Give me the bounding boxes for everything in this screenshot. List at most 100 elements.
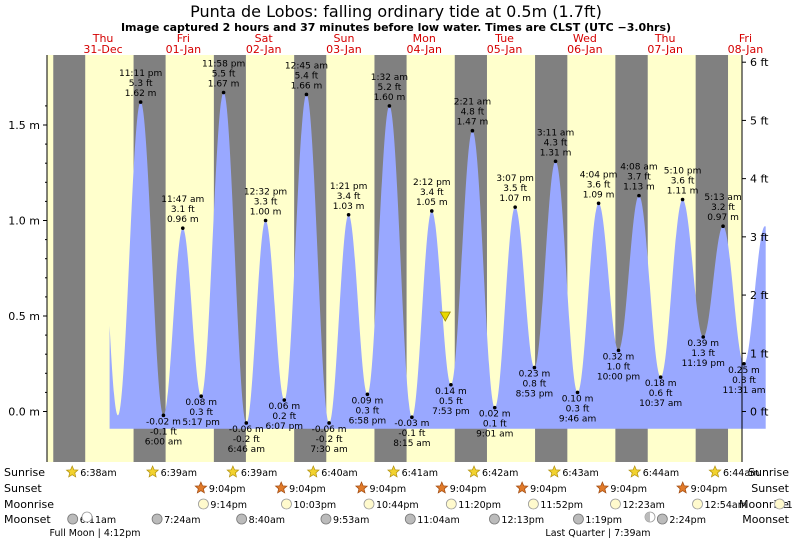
- right-tick-label: 2 ft: [750, 289, 769, 302]
- tide-area: [109, 92, 766, 429]
- moonrise-time: 12:23am: [622, 500, 664, 511]
- tide-extreme-dot: [410, 415, 414, 420]
- moonrise-icon: [281, 498, 292, 510]
- moon-phase-label: Last Quarter | 7:39am: [545, 528, 650, 538]
- moonset-icon: [236, 513, 248, 525]
- tide-extreme-label: 3.6 ft: [587, 180, 611, 190]
- tide-extreme-label: 8:53 pm: [516, 390, 554, 400]
- moonrise-time: 9:14pm: [210, 500, 247, 511]
- tide-extreme-label: 1.00 m: [250, 208, 282, 218]
- tide-extreme-dot: [596, 201, 601, 206]
- moon-phase-label: Full Moon | 4:12pm: [50, 528, 141, 538]
- tide-extreme-label: 1:32 am: [371, 73, 408, 83]
- tide-extreme-dot: [138, 100, 143, 104]
- sun-icon: [467, 465, 481, 478]
- tide-extreme-dot: [492, 405, 497, 410]
- tide-extreme-label: -0.2 ft: [316, 435, 343, 445]
- sunrise-time: 6:44am: [643, 468, 679, 479]
- tide-extreme-label: 11:11 pm: [119, 69, 162, 79]
- tide-extreme-dot: [742, 361, 746, 366]
- tide-extreme-label: 1.66 m: [291, 81, 323, 91]
- tide-extreme-label: 0.3 ft: [356, 406, 380, 416]
- sun-icon: [194, 481, 208, 494]
- sun-icon: [146, 465, 160, 478]
- daylight-band: [47, 55, 54, 462]
- right-tick-label: 6 ft: [750, 56, 769, 69]
- tide-extreme-label: 6:07 pm: [266, 422, 304, 432]
- tide-extreme-label: 10:00 pm: [597, 372, 640, 382]
- tide-extreme-label: 0.5 ft: [439, 397, 463, 407]
- sun-icon: [708, 465, 722, 478]
- tide-extreme-label: 5.4 ft: [295, 71, 319, 81]
- day-name-label: Sun: [333, 32, 354, 45]
- tide-extreme-label: 0.3 ft: [566, 404, 590, 414]
- tide-extreme-label: 1.07 m: [499, 194, 531, 204]
- tide-extreme-label: 2:12 pm: [413, 178, 451, 188]
- moonset-time: 12:13pm: [501, 515, 544, 526]
- tide-extreme-label: 11:31 am: [722, 386, 765, 396]
- tide-extreme-label: 1.11 m: [667, 186, 699, 196]
- tide-extreme-dot: [616, 348, 621, 353]
- tide-extreme-dot: [680, 197, 685, 202]
- tide-extreme-dot: [553, 159, 558, 164]
- tide-extreme-dot: [449, 382, 453, 387]
- day-date-label: 05-Jan: [487, 43, 523, 56]
- sunrise-time: 6:39am: [161, 468, 197, 479]
- tide-extreme-label: -0.03 m: [394, 419, 429, 429]
- left-tick-label: 0.5 m: [8, 310, 40, 323]
- row-label-left: Moonset: [4, 513, 51, 526]
- tide-extreme-label: 0.32 m: [603, 352, 635, 362]
- tide-extreme-label: -0.2 ft: [233, 435, 260, 445]
- tide-extreme-label: 0.02 m: [479, 410, 511, 420]
- sun-icon: [226, 465, 240, 478]
- tide-extreme-label: -0.1 ft: [398, 429, 425, 439]
- tide-extreme-label: -0.02 m: [146, 417, 181, 427]
- tide-extreme-label: 1.62 m: [125, 89, 157, 99]
- tide-extreme-label: 3.2 ft: [711, 203, 735, 213]
- tide-extreme-label: 1.13 m: [623, 183, 655, 193]
- tide-extreme-dot: [282, 398, 287, 402]
- tide-extreme-label: 4:08 am: [620, 163, 657, 173]
- day-name-label: Fri: [177, 32, 190, 45]
- moonrise-time: 11:20pm: [458, 500, 501, 511]
- tide-extreme-label: 4.3 ft: [544, 138, 568, 148]
- day-labels: Thu31-DecFri01-JanSat02-JanSun03-JanMon0…: [83, 32, 763, 56]
- left-tick-label: 1.5 m: [8, 119, 40, 132]
- day-date-label: 31-Dec: [83, 43, 122, 56]
- right-tick-label: 3 ft: [750, 231, 769, 244]
- moonrise-time: 1:27am: [787, 500, 793, 511]
- tide-extreme-dot: [721, 224, 725, 229]
- moonset-time: 2:24pm: [669, 515, 706, 526]
- sunset-time: 9:04pm: [369, 484, 406, 495]
- tide-extreme-label: -0.1 ft: [150, 427, 177, 437]
- tide-extreme-dot: [513, 205, 517, 209]
- tide-extreme-dot: [327, 421, 331, 425]
- tide-extreme-label: 3.7 ft: [627, 173, 651, 183]
- tide-extreme-label: 1.0 ft: [607, 362, 631, 372]
- tide-extreme-dot: [304, 92, 309, 97]
- moonrise-time: 11:52pm: [540, 500, 583, 511]
- tide-extreme-label: 3.4 ft: [420, 188, 444, 198]
- tide-extreme-label: 3:07 pm: [496, 174, 534, 184]
- tide-extreme-label: 0.09 m: [352, 396, 384, 406]
- axes: 0.0 m 0.5 m 1.0 m 1.5 m 0 ft 1 ft 2 ft 3 ft 4 ft…: [8, 55, 769, 462]
- tide-extreme-dot: [244, 421, 249, 425]
- tide-extreme-label: 0.06 m: [268, 402, 300, 412]
- moonrise-icon: [198, 498, 209, 510]
- tide-extreme-label: 6:46 am: [228, 445, 265, 455]
- tide-extreme-label: 3.1 ft: [171, 205, 195, 215]
- tide-extreme-label: 10:37 am: [639, 399, 682, 409]
- day-date-label: 07-Jan: [647, 43, 683, 56]
- sun-icon: [387, 465, 401, 478]
- tide-extreme-label: 4.8 ft: [461, 108, 485, 118]
- tide-extreme-label: 0.6 ft: [649, 389, 673, 399]
- tide-extreme-label: 0.25 m: [728, 366, 760, 376]
- sunset-time: 9:04pm: [530, 484, 567, 495]
- sunset-time: 9:04pm: [691, 484, 728, 495]
- chart-subtitle: Image captured 2 hours and 37 minutes be…: [121, 21, 671, 34]
- tide-extreme-label: 1.3 ft: [691, 349, 715, 359]
- tide-extreme-dot: [470, 128, 475, 133]
- moonrise-time: 12:54am: [705, 500, 747, 511]
- moonrise-icon: [610, 498, 621, 510]
